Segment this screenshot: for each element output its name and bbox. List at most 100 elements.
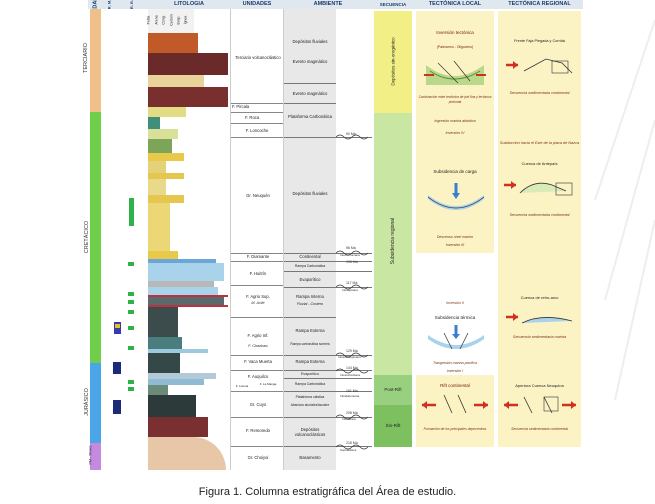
unit-auquilco: F. Auquilco <box>247 374 269 379</box>
rr-marker <box>129 198 134 226</box>
regional-panel-4: Apertura Cuenca Neuquina Secuencia sedim… <box>498 375 581 447</box>
lith-sub-pelita: Pelita <box>146 15 151 25</box>
unconformity-line <box>336 444 369 450</box>
lith-layer <box>148 305 228 307</box>
unconformity-line <box>336 368 369 374</box>
lith-layer <box>148 87 228 107</box>
lith-layer <box>148 337 182 349</box>
lith-layer <box>148 379 204 385</box>
unit-lotena: F. Lotena <box>235 384 249 388</box>
lith-layer <box>148 251 178 259</box>
lith-layer <box>148 395 196 417</box>
seq-post-rift: Post-Rift <box>374 375 412 405</box>
lith-layer <box>148 281 214 287</box>
seq-regional: Subsidencia regional <box>374 113 412 375</box>
lith-layer <box>148 75 204 87</box>
lith-layer <box>148 259 216 263</box>
unit-huitrin: F. Huitrín <box>249 271 267 276</box>
unit-divider <box>231 261 283 262</box>
header-litologia: LITOLOGIA <box>148 0 231 9</box>
unit-divider <box>231 391 283 392</box>
amb-magmatico-1: Evento magmático <box>292 59 328 64</box>
amb-basamento: Basamento <box>299 455 321 460</box>
header-edad: EDAD <box>88 0 103 9</box>
regional-panel-3: Cuenca de retro-arco Secuencia sedimenta… <box>498 253 581 375</box>
unit-cuyo: Gr. Cuyo <box>249 402 267 407</box>
amb-fluviales-1: Depósitos fluviales <box>292 39 328 44</box>
unit-divider <box>231 112 283 113</box>
unit-divider <box>231 317 283 318</box>
lith-layer <box>148 139 172 153</box>
amb-rampa-externa-1: Rampa Externa <box>295 328 325 333</box>
header-ambiente: AMBIENTE <box>284 0 373 9</box>
ambiente-divider <box>284 317 336 318</box>
unconformity-line <box>336 352 369 358</box>
tectonica-regional-column: Frente Faja Plegada y Corrida Secuencia … <box>496 9 583 470</box>
lith-sub-cong: Cong. <box>161 15 166 25</box>
rm-marker <box>114 322 121 334</box>
ambiente-divider <box>284 83 336 84</box>
ambiente-divider <box>284 391 372 392</box>
ambiente-divider <box>284 370 372 371</box>
secuencia-column: Depósitos sin-orogénico Subsidencia regi… <box>372 9 414 470</box>
unit-neuquen: Gr. Neuquén <box>246 193 270 198</box>
unit-divider <box>231 417 283 418</box>
rr-marker <box>128 300 134 304</box>
lithology-column <box>148 33 230 470</box>
ambiente-column: Depósitos fluviales Evento magmático Eve… <box>284 9 372 470</box>
unconformity-line <box>336 250 369 256</box>
unit-remoredo: F. Remoredo <box>246 428 270 433</box>
ambiente-divider <box>284 261 372 262</box>
unidades-column: Terciario volcanoclástico F. Pircala F. … <box>230 9 284 470</box>
age-terciario: TERCIARIO <box>83 9 101 112</box>
regional-diagram-2 <box>504 181 573 196</box>
amb-evaporitico: Evaporítico <box>299 277 321 282</box>
rr-marker <box>128 346 134 350</box>
lith-layer <box>148 33 198 53</box>
ambiente-fill <box>284 9 336 470</box>
age-label: 96 Ma <box>346 246 356 250</box>
age-label: 215 Ma <box>346 441 358 445</box>
ambiente-divider <box>284 271 372 272</box>
amb-abanicos: Abanicos aluviales/lacustre <box>290 403 330 407</box>
regional-panel-2: Subducción hacia el Este de la placa de … <box>498 113 581 253</box>
amb-rampa-interna: Rampa Interna <box>296 294 324 299</box>
unit-pircala: F. Pircala <box>232 104 250 109</box>
lith-sub-carbon: Carbón <box>169 14 174 26</box>
unit-divider <box>231 370 283 371</box>
local-diagram-1 <box>424 60 486 85</box>
lith-layer <box>148 437 226 470</box>
unit-loncoche: F. Loncoche <box>245 128 269 133</box>
lith-layer <box>148 353 180 373</box>
amb-evaporitico-2: Evaporítico <box>301 372 319 376</box>
lith-layer <box>148 179 166 195</box>
seq-sin-orogenico: Depósitos sin-orogénico <box>374 11 412 113</box>
ambiente-divider <box>284 417 372 418</box>
ambiente-divider <box>284 287 372 288</box>
local-panel-3: Inversión II Subsidencia térmica Trasgre… <box>416 253 494 375</box>
lith-layer <box>148 203 170 251</box>
amb-volcanoclasticos: Depósitos volcanoclásticos <box>294 427 326 437</box>
age-label: 106 Ma <box>346 260 358 264</box>
lith-layer <box>148 153 184 161</box>
lith-layer <box>148 417 208 437</box>
rr-marker <box>128 326 134 330</box>
lith-sub-arena: Arena <box>154 15 159 25</box>
local-panel-4: Rift continental Formación de los princi… <box>416 375 494 447</box>
age-label: 144 Ma <box>346 366 358 370</box>
local-diagram-4 <box>422 394 488 414</box>
age-label: 117 Ma <box>346 281 358 285</box>
ambiente-divider <box>284 137 372 138</box>
lith-layer <box>148 53 228 75</box>
regional-diagram-3 <box>506 313 573 324</box>
rr-marker <box>128 380 134 384</box>
age-jurasico: JURÁSICO <box>84 363 101 443</box>
unit-diamante: F. Diamante <box>246 254 270 259</box>
amb-rampa-somera: Rampa carbonática somera <box>290 342 330 346</box>
rm-marker <box>113 400 121 414</box>
amb-magmatico-2: Evento magmático <box>292 91 328 96</box>
background-stripes <box>594 19 655 401</box>
ambiente-divider <box>284 378 372 379</box>
lith-layer <box>148 385 168 395</box>
age-label: Intraaptiana <box>342 288 358 292</box>
